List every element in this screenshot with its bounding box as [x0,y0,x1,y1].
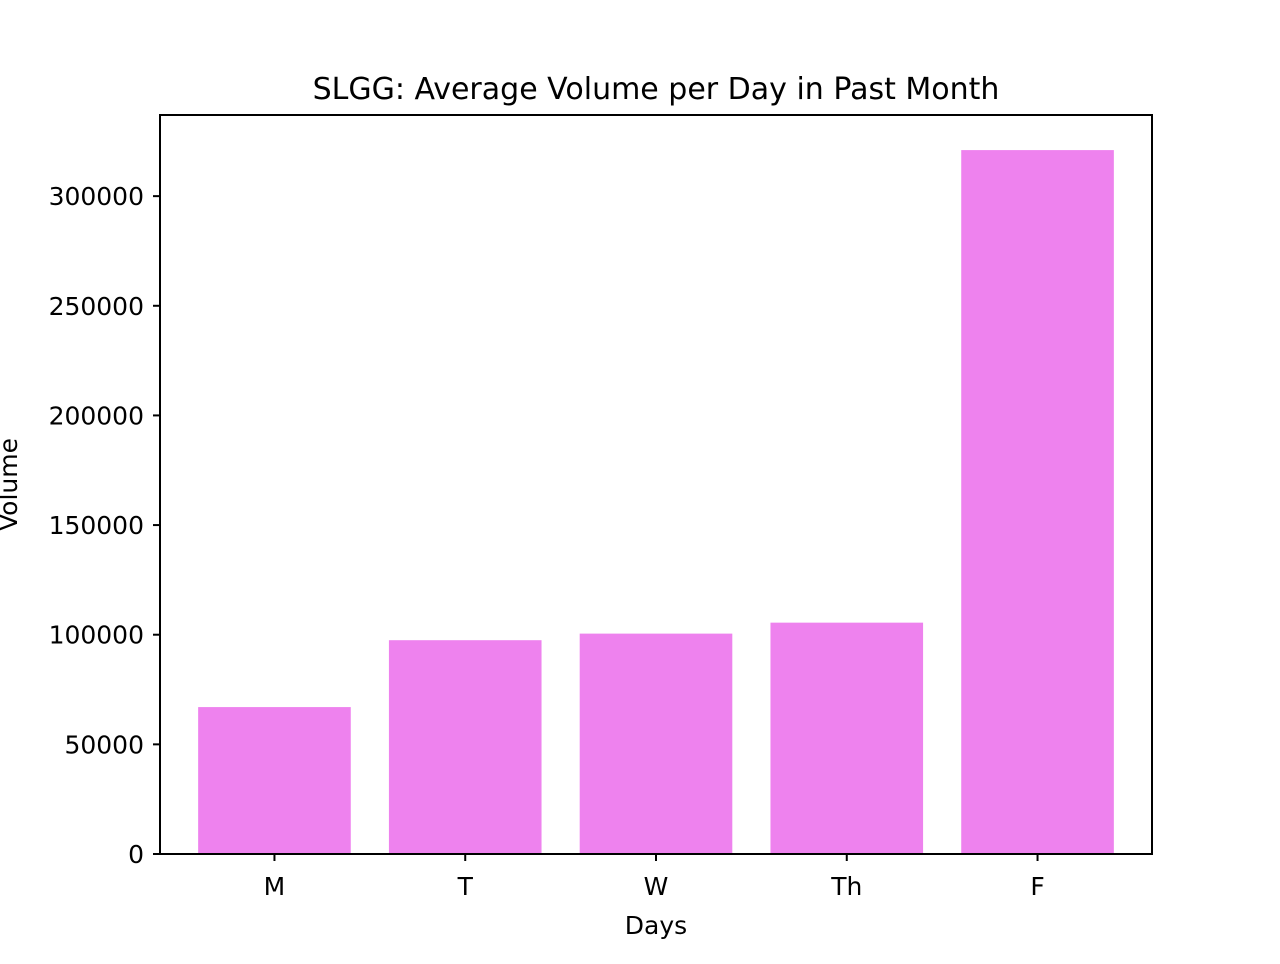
x-tick-label: F [1030,872,1044,901]
bar-th [770,622,924,854]
x-axis-ticks: M T W Th F [264,854,1045,901]
x-tick-label: T [457,872,474,901]
x-tick-label: Th [830,872,862,901]
bar-t [388,640,542,854]
y-tick-label: 150000 [49,511,144,540]
y-tick-label: 50000 [64,730,144,759]
y-axis-label: Volume [0,438,23,531]
bar-w [579,633,733,854]
y-tick-label: 200000 [49,401,144,430]
y-tick-label: 100000 [49,621,144,650]
x-tick-label: M [264,872,286,901]
x-tick-label: W [644,872,669,901]
y-tick-label: 250000 [49,292,144,321]
plot-frame [159,114,1153,855]
x-axis-label: Days [625,911,687,940]
y-tick-label: 0 [128,840,144,869]
bars-layer [198,150,1114,855]
bar-f [961,150,1114,855]
bar-m [198,707,351,854]
y-tick-label: 300000 [49,182,144,211]
y-axis-ticks: 0 50000 100000 150000 200000 250000 300000 [49,182,160,869]
chart-title: SLGG: Average Volume per Day in Past Mon… [313,72,1000,107]
